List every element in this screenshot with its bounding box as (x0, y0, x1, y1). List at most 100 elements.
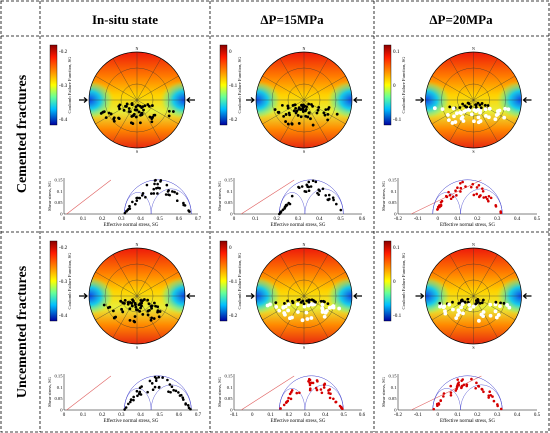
north-label: N (303, 242, 306, 247)
pole-marker (277, 110, 281, 114)
mohr-x-tick-label: 0.1 (267, 413, 274, 418)
mohr-x-tick-label: 0 (63, 217, 66, 222)
stress-point (152, 192, 156, 195)
arrow-left-icon (415, 97, 425, 103)
mohr-x-tick-label: 0.2 (474, 217, 481, 222)
stereonet-grid (256, 52, 352, 148)
stress-point (187, 209, 190, 212)
mohr-x-tick-label: 0.5 (157, 413, 164, 418)
pole-marker (327, 305, 332, 310)
mohr-x-tick-label: 0.3 (118, 217, 125, 222)
colorbar-tick-label: -0.1 (229, 83, 238, 89)
stress-point (127, 402, 130, 406)
stress-point (129, 398, 133, 401)
stress-point (331, 196, 335, 200)
arrow-left-icon (246, 97, 255, 103)
mohr-x-tick-label: 0.4 (137, 413, 144, 418)
pole-marker (282, 114, 286, 118)
pole-marker (123, 298, 127, 302)
pole-marker (283, 312, 287, 317)
mohr-plot: -0.2 -0.1 0 0.1 0.2 0.3 0.4 0.50.150.10.050Effe… (381, 178, 541, 229)
pole-marker (474, 103, 478, 107)
pole-marker (132, 299, 135, 303)
mohr-x-tick-label: 0.3 (118, 413, 125, 418)
stress-point (153, 182, 156, 186)
pole-marker (448, 105, 452, 109)
stress-point (166, 190, 170, 193)
stress-point (489, 196, 493, 200)
pole-marker (310, 103, 313, 106)
pole-marker (474, 302, 478, 306)
pole-marker (152, 317, 156, 320)
mohr-y-label: Shear stress, SG (217, 376, 223, 407)
pole-marker (331, 304, 336, 308)
stress-point (174, 389, 178, 393)
panel-0-2: 0.1 0 -0.1 Coulomb Failure Function, SG N S -0… (381, 44, 541, 229)
pole-marker (455, 313, 460, 317)
pole-marker (432, 106, 437, 111)
stress-point (131, 200, 134, 204)
stereonet-grid (89, 52, 185, 148)
stress-point (128, 204, 131, 208)
pole-marker (293, 103, 297, 107)
pole-marker (146, 298, 150, 302)
mohr-y-tick-label: 0.1 (57, 189, 63, 194)
stress-point (324, 194, 328, 197)
stress-point (153, 375, 157, 379)
stress-point (314, 386, 318, 390)
mohr-x-tick-label: 0.3 (494, 413, 501, 418)
mohr-x-tick-label: 0.3 (295, 217, 302, 222)
mohr-x-tick-label: 0.5 (534, 217, 541, 222)
pole-marker (286, 122, 290, 126)
stress-points (123, 178, 191, 215)
stress-point (456, 186, 459, 190)
stress-point (328, 388, 332, 391)
pole-marker (138, 309, 142, 313)
mohr-x-tick-label: 0.2 (99, 413, 106, 418)
pole-marker (446, 113, 450, 117)
stress-point (328, 396, 332, 400)
mohr-circle-small (432, 388, 461, 411)
mohr-x-tick-label: -0.1 (414, 217, 422, 222)
colorbar-tick-label: -0.1 (229, 279, 238, 285)
pole-marker (451, 300, 454, 304)
pole-marker (323, 310, 328, 315)
pole-marker (502, 301, 506, 305)
pole-marker (167, 109, 171, 113)
stress-point (182, 201, 185, 205)
mohr-y-label: Shear stress, SG (381, 180, 387, 211)
pole-marker (296, 114, 300, 117)
mohr-circle (124, 179, 192, 215)
pole-marker (326, 118, 330, 122)
pole-marker (305, 105, 309, 109)
failure-envelope-line (66, 179, 112, 215)
pole-marker (474, 105, 478, 109)
stress-point (150, 192, 153, 195)
pole-marker (494, 315, 499, 320)
colorbar-tick-label: 0 (229, 49, 232, 55)
mohr-y-label: Shear stress, SG (381, 376, 387, 407)
stress-point (459, 182, 462, 185)
stress-point (134, 202, 137, 206)
pole-marker (154, 304, 157, 308)
colorbar-tick-label: -0.4 (59, 117, 68, 123)
arrow-right-icon (522, 97, 532, 103)
stress-point (456, 384, 459, 387)
mohr-x-tick-label: 0.3 (304, 413, 311, 418)
stress-point (128, 400, 132, 404)
stress-point (311, 179, 315, 183)
pole-marker (112, 316, 116, 320)
stress-point (286, 399, 290, 403)
stress-point (282, 403, 286, 407)
stress-point (327, 193, 331, 197)
mohr-circle-small (150, 188, 192, 215)
column-header-dp20: ΔP=20MPa (429, 12, 493, 27)
pole-marker (480, 301, 484, 305)
failure-envelope-line (411, 375, 482, 411)
pole-marker (150, 120, 154, 124)
stress-point (437, 402, 440, 405)
stress-point (489, 393, 493, 397)
stress-point (136, 394, 139, 398)
colorbar (219, 240, 228, 322)
mohr-x-tick-label: 0 (233, 217, 236, 222)
